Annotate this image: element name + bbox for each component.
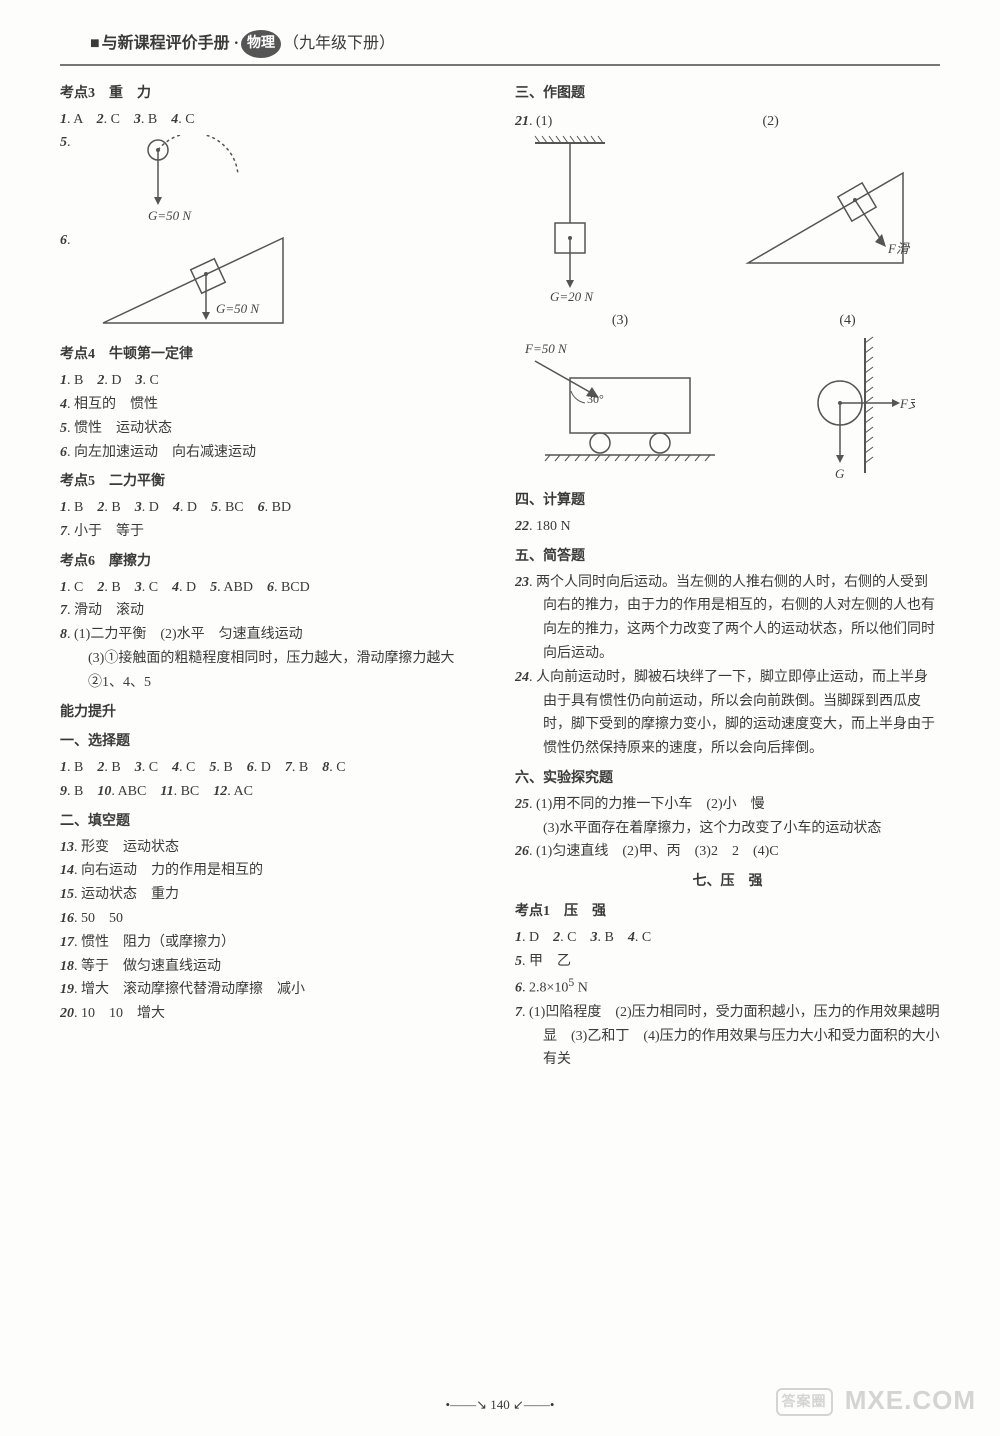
- svg-text:G=50 N: G=50 N: [216, 301, 260, 316]
- watermark-text: MXE.COM: [845, 1385, 976, 1415]
- q21-3: (3) F=50 N 30°: [515, 307, 725, 483]
- content-columns: 考点3 重 力 1. A 2. C 3. B 4. C 5. G=50 N: [60, 76, 940, 1072]
- s4-l1: 22. 180 N: [515, 515, 940, 539]
- s2-l3: 15. 运动状态 重力: [60, 883, 485, 907]
- s2-l1: 13. 形变 运动状态: [60, 836, 485, 860]
- q21-4: (4): [755, 307, 940, 483]
- q6-num: 6.: [60, 229, 88, 337]
- q21-2: (2) F滑: [743, 110, 941, 304]
- kp1-l4: 7. (1)凹陷程度 (2)压力相同时，受力面积越小，压力的作用效果越明显 (3…: [515, 1001, 940, 1072]
- q5-num: 5.: [60, 131, 88, 229]
- s6-l1: 25. (1)用不同的力推一下小车 (2)小 慢: [515, 793, 940, 817]
- right-column: 三、作图题 21. (1): [515, 76, 940, 1072]
- header-suffix: （九年级下册）: [283, 30, 395, 57]
- kp6-title: 考点6 摩擦力: [60, 550, 485, 574]
- s2-title: 二、填空题: [60, 810, 485, 834]
- kp4-l1: 1. B 2. D 3. C: [60, 369, 485, 393]
- left-column: 考点3 重 力 1. A 2. C 3. B 4. C 5. G=50 N: [60, 76, 485, 1072]
- header-bullet: ■: [90, 30, 100, 57]
- svg-text:F滑: F滑: [887, 241, 911, 256]
- s2-l6: 18. 等于 做匀速直线运动: [60, 955, 485, 979]
- s2-l2: 14. 向右运动 力的作用是相互的: [60, 859, 485, 883]
- q5-diagram: G=50 N: [88, 131, 248, 229]
- svg-text:F=50 N: F=50 N: [524, 341, 568, 356]
- watermark: 答案圈 MXE.COM: [776, 1378, 976, 1422]
- page-header: ■ 与新课程评价手册 · 物理 （九年级下册）: [60, 30, 940, 58]
- s2-l8: 20. 10 10 增大: [60, 1002, 485, 1026]
- kp6-l1: 1. C 2. B 3. C 4. D 5. ABD 6. BCD: [60, 576, 485, 600]
- s4-title: 四、计算题: [515, 489, 940, 513]
- watermark-stamp: 答案圈: [776, 1388, 833, 1416]
- kp3-answers: 1. A 2. C 3. B 4. C: [60, 108, 485, 132]
- header-badge: 物理: [241, 30, 281, 58]
- q5-label: G=50 N: [148, 208, 192, 223]
- s2-l7: 19. 增大 滚动摩擦代替滑动摩擦 减小: [60, 978, 485, 1002]
- kp4-l3: 5. 惯性 运动状态: [60, 417, 485, 441]
- s2-l4: 16. 50 50: [60, 907, 485, 931]
- s5-title: 五、简答题: [515, 545, 940, 569]
- kp1-title: 考点1 压 强: [515, 900, 940, 924]
- kp4-title: 考点4 牛顿第一定律: [60, 343, 485, 367]
- kp1-l1: 1. D 2. C 3. B 4. C: [515, 926, 940, 950]
- s6-title: 六、实验探究题: [515, 767, 940, 791]
- header-brand: 与新课程评价手册 ·: [102, 30, 239, 57]
- kp1-l2: 5. 甲 乙: [515, 950, 940, 974]
- kp4-l2: 4. 相互的 惯性: [60, 393, 485, 417]
- s3-title: 三、作图题: [515, 82, 940, 106]
- s5-l1: 23. 两个人同时向后运动。当左侧的人推右侧的人时，右侧的人受到向右的推力，由于…: [515, 571, 940, 666]
- kp1-l3: 6. 2.8×105 N: [515, 973, 940, 1000]
- s6-l2: 26. (1)匀速直线 (2)甲、丙 (3)2 2 (4)C: [515, 840, 940, 864]
- s2-l5: 17. 惯性 阻力（或摩擦力）: [60, 931, 485, 955]
- kp3-title: 考点3 重 力: [60, 82, 485, 106]
- s1-title: 一、选择题: [60, 730, 485, 754]
- s6-l1b: (3)水平面存在着摩擦力，这个力改变了小车的运动状态: [515, 817, 940, 841]
- svg-text:G=20 N: G=20 N: [550, 289, 594, 303]
- s5-l2: 24. 人向前运动时，脚被石块绊了一下，脚立即停止运动，而上半身由于具有惯性仍向…: [515, 666, 940, 761]
- page: ■ 与新课程评价手册 · 物理 （九年级下册） 考点3 重 力 1. A 2. …: [0, 0, 1000, 1436]
- svg-text:G: G: [835, 466, 845, 481]
- kp5-l1: 1. B 2. B 3. D 4. D 5. BC 6. BD: [60, 496, 485, 520]
- svg-text:F支: F支: [899, 396, 915, 411]
- kp6-l4: (3)①接触面的粗糙程度相同时，压力越大，滑动摩擦力越大 ②1、4、5: [60, 647, 485, 695]
- kp5-title: 考点5 二力平衡: [60, 470, 485, 494]
- kp6-l2: 7. 滑动 滚动: [60, 599, 485, 623]
- up-title: 能力提升: [60, 701, 485, 725]
- s1-l1: 1. B 2. B 3. C 4. C 5. B 6. D 7. B 8. C: [60, 756, 485, 780]
- header-rule: [60, 64, 940, 66]
- q21-1: 21. (1): [515, 110, 713, 304]
- ch7-title: 七、压 强: [515, 870, 940, 894]
- kp5-l2: 7. 小于 等于: [60, 520, 485, 544]
- s1-l2: 9. B 10. ABC 11. BC 12. AC: [60, 780, 485, 804]
- svg-text:30°: 30°: [587, 392, 604, 406]
- q21-row1: 21. (1): [515, 110, 940, 304]
- page-number: 140: [490, 1397, 510, 1412]
- q21-row2: (3) F=50 N 30°: [515, 307, 940, 483]
- q6-diagram: G=50 N: [88, 229, 288, 337]
- kp6-l3: 8. (1)二力平衡 (2)水平 匀速直线运动: [60, 623, 485, 647]
- kp4-l4: 6. 向左加速运动 向右减速运动: [60, 441, 485, 465]
